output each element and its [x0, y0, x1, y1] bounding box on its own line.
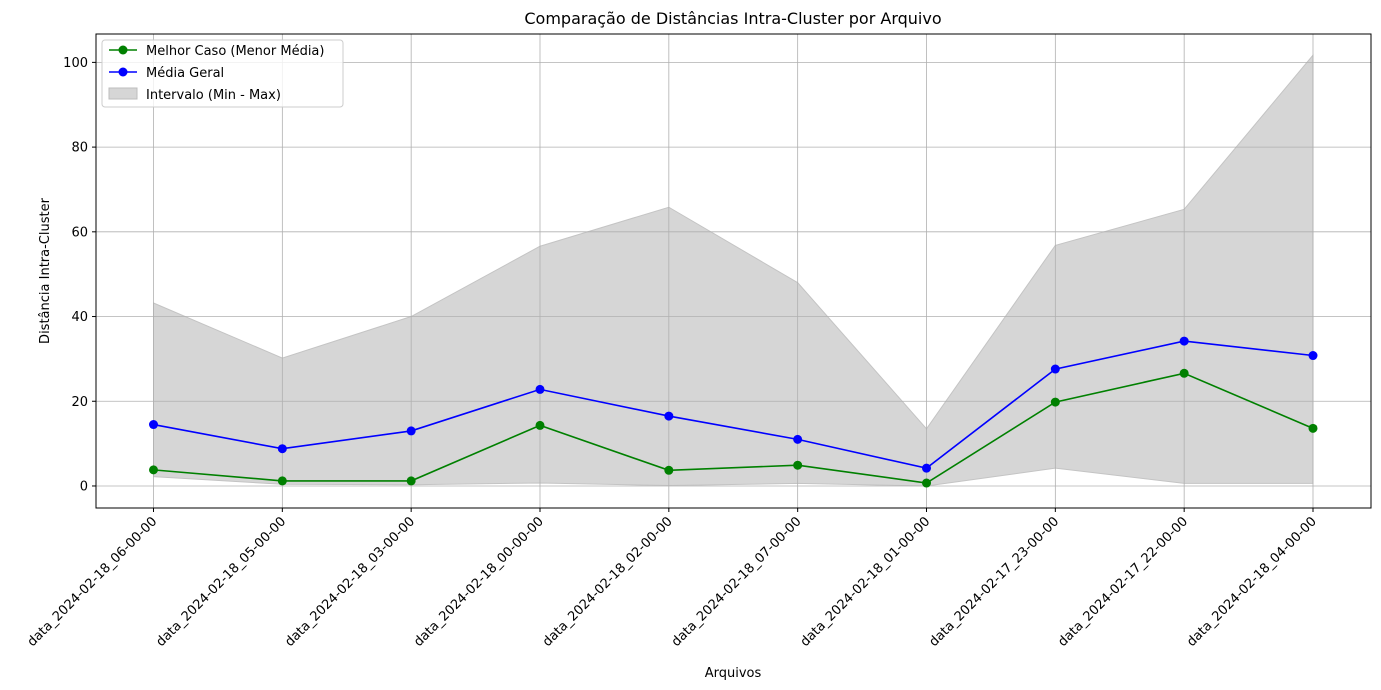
series-line-best	[153, 372, 1314, 484]
y-tick-label-1: 20	[71, 395, 88, 410]
point-mean-4	[664, 411, 674, 421]
y-tick-label-3: 60	[71, 225, 88, 240]
point-mean-5	[793, 434, 803, 444]
x-tick-label-2: data_2024-02-18_03-00-00	[282, 514, 418, 650]
point-best-0	[149, 465, 158, 475]
point-mean-7	[1050, 364, 1060, 374]
series-line-mean	[153, 340, 1314, 470]
y-axis-label: Distância Intra-Cluster	[38, 197, 53, 344]
legend-label-best: Melhor Caso (Menor Média)	[146, 44, 324, 59]
point-mean-1	[277, 444, 287, 454]
point-best-1	[277, 476, 287, 486]
legend-swatch-range	[108, 87, 138, 100]
legend-label-mean: Média Geral	[146, 66, 224, 81]
point-mean-0	[149, 420, 158, 430]
series-layer	[149, 336, 1318, 488]
y-axis-ticks: 0 20 40 60 80 100	[63, 56, 96, 494]
y-tick-label-5: 100	[63, 56, 88, 71]
point-best-9	[1308, 423, 1318, 433]
x-tick-label-0: data_2024-02-18_06-00-00	[25, 514, 161, 650]
point-best-8	[1179, 368, 1189, 378]
x-tick-label-1: data_2024-02-18_05-00-00	[154, 514, 290, 650]
range-layer	[153, 53, 1314, 487]
legend-box	[101, 39, 344, 108]
point-best-7	[1050, 397, 1060, 407]
point-mean-8	[1179, 336, 1189, 346]
point-best-2	[406, 476, 416, 486]
point-best-3	[535, 420, 545, 430]
chart-title: Comparação de Distâncias Intra-Cluster p…	[524, 9, 941, 28]
x-tick-label-6: data_2024-02-18_01-00-00	[798, 514, 934, 650]
x-tick-label-9: data_2024-02-18_04-00-00	[1184, 514, 1320, 650]
x-axis-label: Arquivos	[705, 666, 762, 681]
legend-label-range: Intervalo (Min - Max)	[146, 88, 281, 103]
point-mean-9	[1308, 351, 1318, 361]
x-tick-label-7: data_2024-02-17_23-00-00	[927, 514, 1063, 650]
legend-marker-best	[118, 45, 128, 55]
legend: Melhor Caso (Menor Média) Média Geral In…	[101, 39, 344, 108]
y-tick-label-4: 80	[71, 141, 88, 156]
point-mean-6	[922, 463, 931, 473]
plot-frame	[95, 33, 1372, 509]
point-mean-3	[535, 384, 545, 394]
y-tick-label-0: 0	[80, 479, 88, 494]
point-best-5	[793, 460, 803, 470]
x-tick-label-4: data_2024-02-18_02-00-00	[540, 514, 676, 650]
x-tick-label-5: data_2024-02-18_07-00-00	[669, 514, 805, 650]
x-tick-label-8: data_2024-02-17_22-00-00	[1055, 514, 1191, 650]
legend-marker-mean	[118, 67, 128, 77]
point-best-6	[922, 478, 931, 488]
x-axis-ticks: data_2024-02-18_06-00-00data_2024-02-18_…	[25, 508, 1320, 650]
y-tick-label-2: 40	[71, 310, 88, 325]
x-tick-label-3: data_2024-02-18_00-00-00	[411, 514, 547, 650]
point-best-4	[664, 465, 674, 475]
range-band	[153, 53, 1314, 487]
point-mean-2	[406, 426, 416, 436]
